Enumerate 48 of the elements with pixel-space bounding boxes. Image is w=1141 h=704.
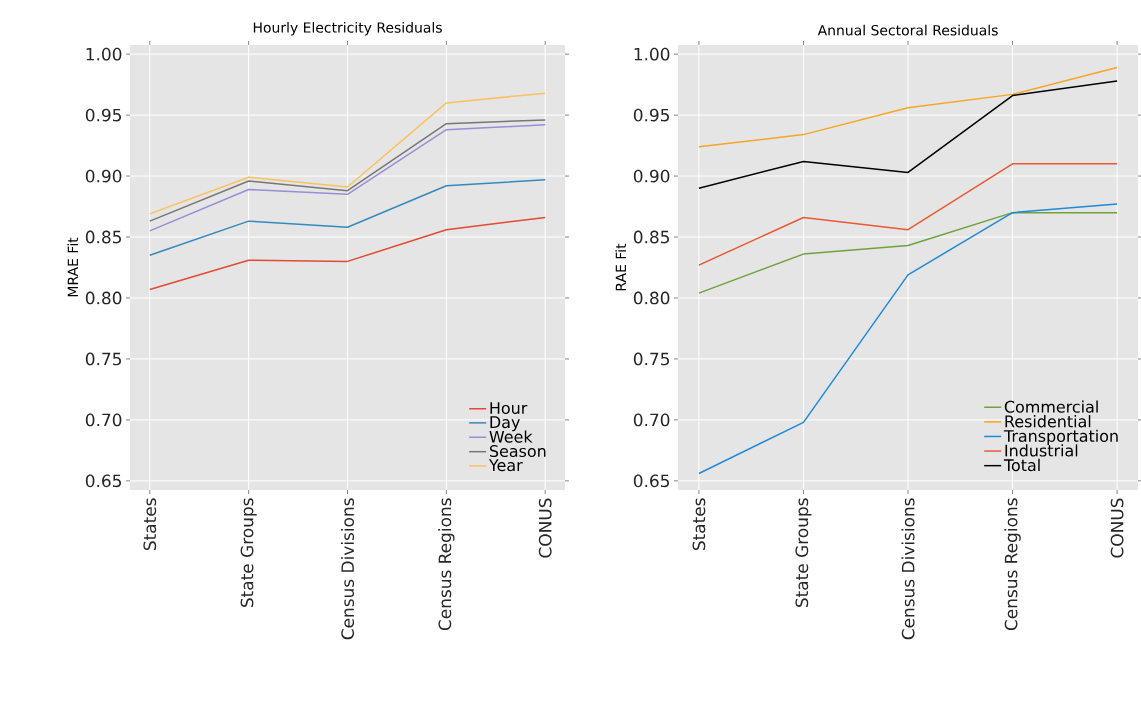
x-tick-label: CONUS bbox=[538, 498, 552, 558]
y-axis-title: RAE Fit bbox=[615, 243, 626, 291]
y-tick-label: 0.75 bbox=[633, 352, 669, 366]
y-tick-label: 0.95 bbox=[633, 108, 669, 122]
y-tick-label: 0.65 bbox=[85, 474, 121, 488]
y-tick-label: 0.80 bbox=[85, 291, 122, 305]
line-series bbox=[698, 211, 1118, 294]
x-tick-label: State Groups bbox=[795, 498, 812, 608]
y-tick-label: 0.85 bbox=[85, 230, 121, 244]
y-tick-label: 0.85 bbox=[633, 230, 669, 244]
legend-label: Residential bbox=[1005, 415, 1091, 428]
y-tick-label: 1.00 bbox=[86, 47, 122, 61]
y-tick-label: 0.70 bbox=[85, 413, 122, 427]
legend-label: Industrial bbox=[1005, 444, 1078, 457]
y-axis-title: MRAE Fit bbox=[67, 237, 78, 297]
y-tick-label: 0.90 bbox=[633, 169, 670, 183]
x-tick-label: States bbox=[143, 498, 157, 551]
chart-title: Hourly Electricity Residuals bbox=[253, 22, 442, 36]
line-series bbox=[698, 66, 1118, 148]
legend-label: Day bbox=[490, 416, 520, 432]
x-tick-label: Census Regions bbox=[438, 498, 455, 631]
legend-label: Total bbox=[1003, 458, 1040, 472]
y-tick-label: 1.00 bbox=[634, 47, 670, 61]
y-tick-label: 0.95 bbox=[85, 108, 121, 122]
y-tick-label: 0.90 bbox=[85, 169, 122, 183]
x-tick-label: Census Divisions bbox=[340, 498, 355, 640]
line-series bbox=[149, 216, 546, 291]
chart-title: Annual Sectoral Residuals bbox=[817, 24, 998, 36]
x-tick-label: Census Divisions bbox=[901, 498, 915, 640]
line-series bbox=[149, 178, 546, 257]
legend-label: Year bbox=[488, 459, 523, 472]
legend-label: Hour bbox=[490, 402, 528, 415]
legend-label: Transportation bbox=[1003, 429, 1118, 446]
y-tick-label: 0.65 bbox=[633, 474, 669, 488]
x-tick-label: State Groups bbox=[240, 498, 257, 608]
line-series bbox=[698, 80, 1118, 189]
line-series bbox=[698, 163, 1118, 266]
line-series bbox=[698, 203, 1118, 475]
y-tick-label: 0.80 bbox=[633, 291, 670, 305]
x-tick-label: CONUS bbox=[1110, 498, 1124, 558]
legend-label: Season bbox=[489, 445, 546, 458]
legend-label: Week bbox=[489, 430, 533, 443]
x-tick-label: Census Regions bbox=[1004, 498, 1021, 631]
line-series bbox=[149, 92, 546, 215]
x-tick-label: States bbox=[692, 498, 706, 551]
y-tick-label: 0.75 bbox=[85, 352, 121, 366]
y-tick-label: 0.70 bbox=[633, 413, 670, 427]
legend-label: Commercial bbox=[1004, 400, 1098, 413]
